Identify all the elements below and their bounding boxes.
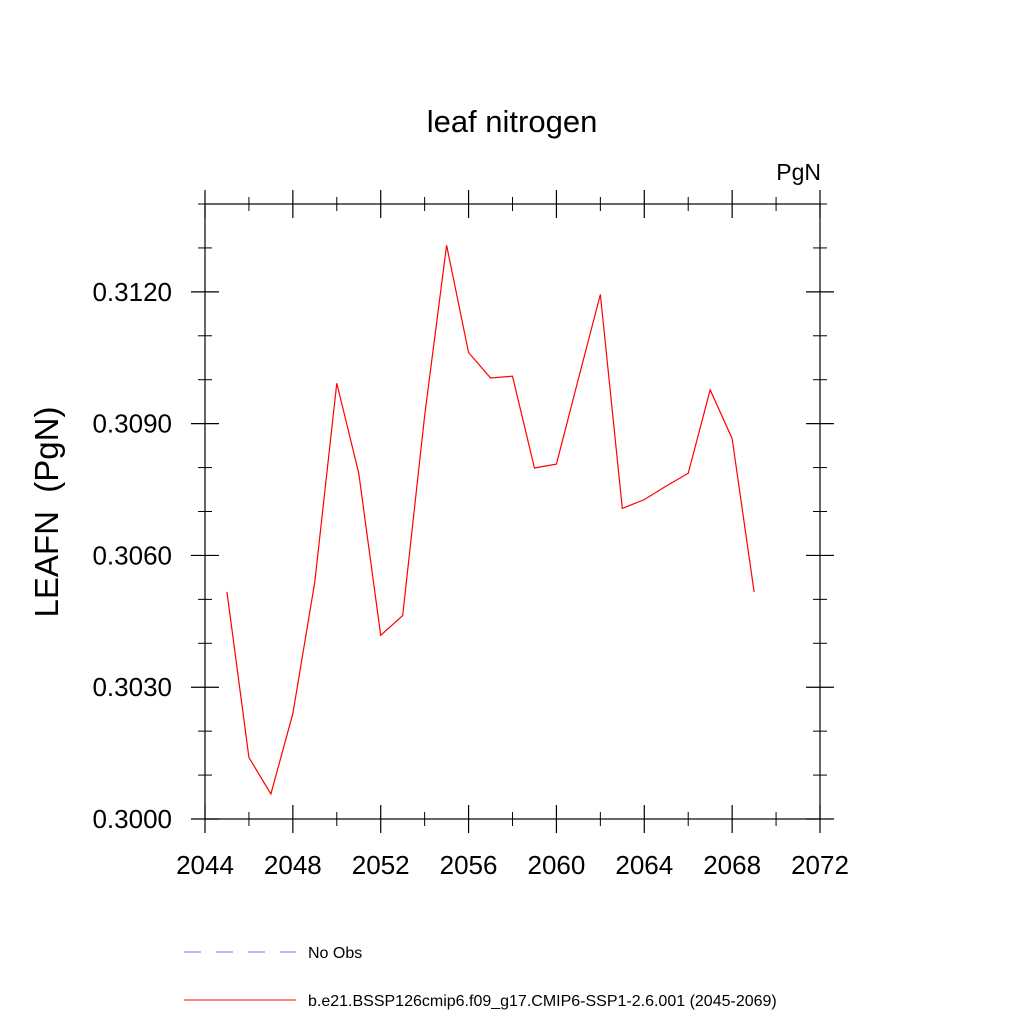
x-tick-label: 2048 (264, 850, 322, 880)
y-tick-label: 0.3090 (92, 409, 172, 439)
series-layer (226, 245, 755, 796)
y-axis-label: LEAFN (PgN) (28, 407, 65, 618)
series-line-1 (226, 245, 755, 796)
legend-label-1: No Obs (308, 945, 362, 962)
axis-tick-labels: 2044 2048 2052 2056 2060 2064 2068 2072 0.3000 0.… (92, 277, 848, 880)
x-tick-label: 2052 (352, 850, 410, 880)
x-tick-label: 2064 (615, 850, 673, 880)
y-tick-label: 0.3000 (92, 804, 172, 834)
legend: No Obs b.e21.BSSP126cmip6.f09_g17.CMIP6-S… (184, 945, 777, 1010)
x-tick-label: 2072 (791, 850, 849, 880)
y-tick-label: 0.3120 (92, 277, 172, 307)
y-tick-label: 0.3060 (92, 540, 172, 570)
x-tick-label: 2068 (703, 850, 761, 880)
legend-label-2: b.e21.BSSP126cmip6.f09_g17.CMIP6-SSP1-2.… (308, 993, 777, 1010)
chart-title: leaf nitrogen (427, 104, 598, 139)
x-tick-label: 2044 (176, 850, 234, 880)
x-tick-label: 2056 (440, 850, 498, 880)
y-tick-label: 0.3030 (92, 672, 172, 702)
x-tick-label: 2060 (528, 850, 586, 880)
units-label: PgN (776, 159, 821, 185)
axis-ticks (191, 190, 834, 833)
